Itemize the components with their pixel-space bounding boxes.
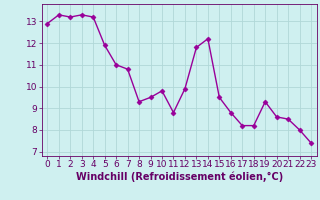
X-axis label: Windchill (Refroidissement éolien,°C): Windchill (Refroidissement éolien,°C) bbox=[76, 172, 283, 182]
